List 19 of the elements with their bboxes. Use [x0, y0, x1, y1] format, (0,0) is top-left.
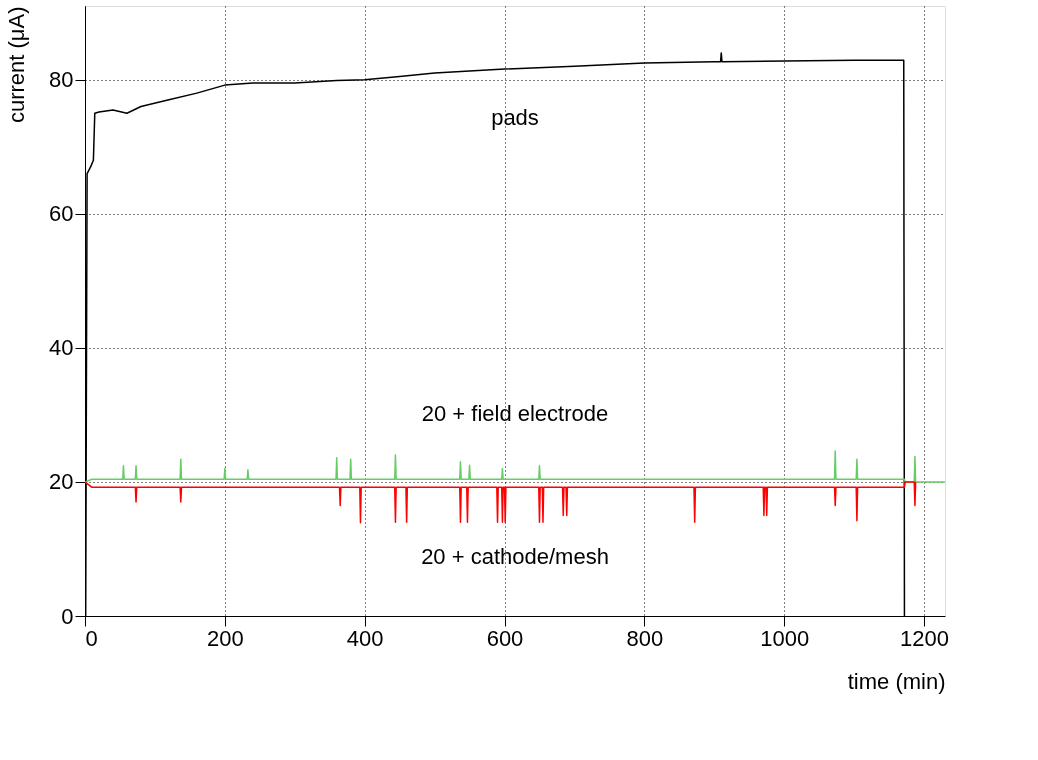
x-axis-title: time (min) — [847, 668, 946, 694]
line-series — [85, 481, 917, 524]
x-tick-label: 800 — [626, 625, 664, 651]
x-tick-label: 1000 — [760, 625, 810, 651]
series-label: 20 + cathode/mesh — [421, 544, 609, 570]
x-tick-label: 200 — [206, 625, 244, 651]
y-tick-label: 80 — [49, 67, 74, 93]
series-label: 20 + field electrode — [421, 401, 609, 427]
x-tick-label: 600 — [486, 625, 524, 651]
x-tick-label: 400 — [346, 625, 384, 651]
x-tick-label: 0 — [85, 625, 98, 651]
y-tick-label: 60 — [49, 201, 74, 227]
series-label: pads — [491, 105, 539, 131]
y-tick-label: 40 — [49, 335, 74, 361]
y-axis-title: current (μA) — [4, 6, 30, 124]
y-tick-label: 20 — [49, 469, 74, 495]
line-series — [85, 450, 945, 483]
y-tick-label: 0 — [61, 603, 74, 629]
x-tick-label: 1200 — [900, 625, 949, 651]
